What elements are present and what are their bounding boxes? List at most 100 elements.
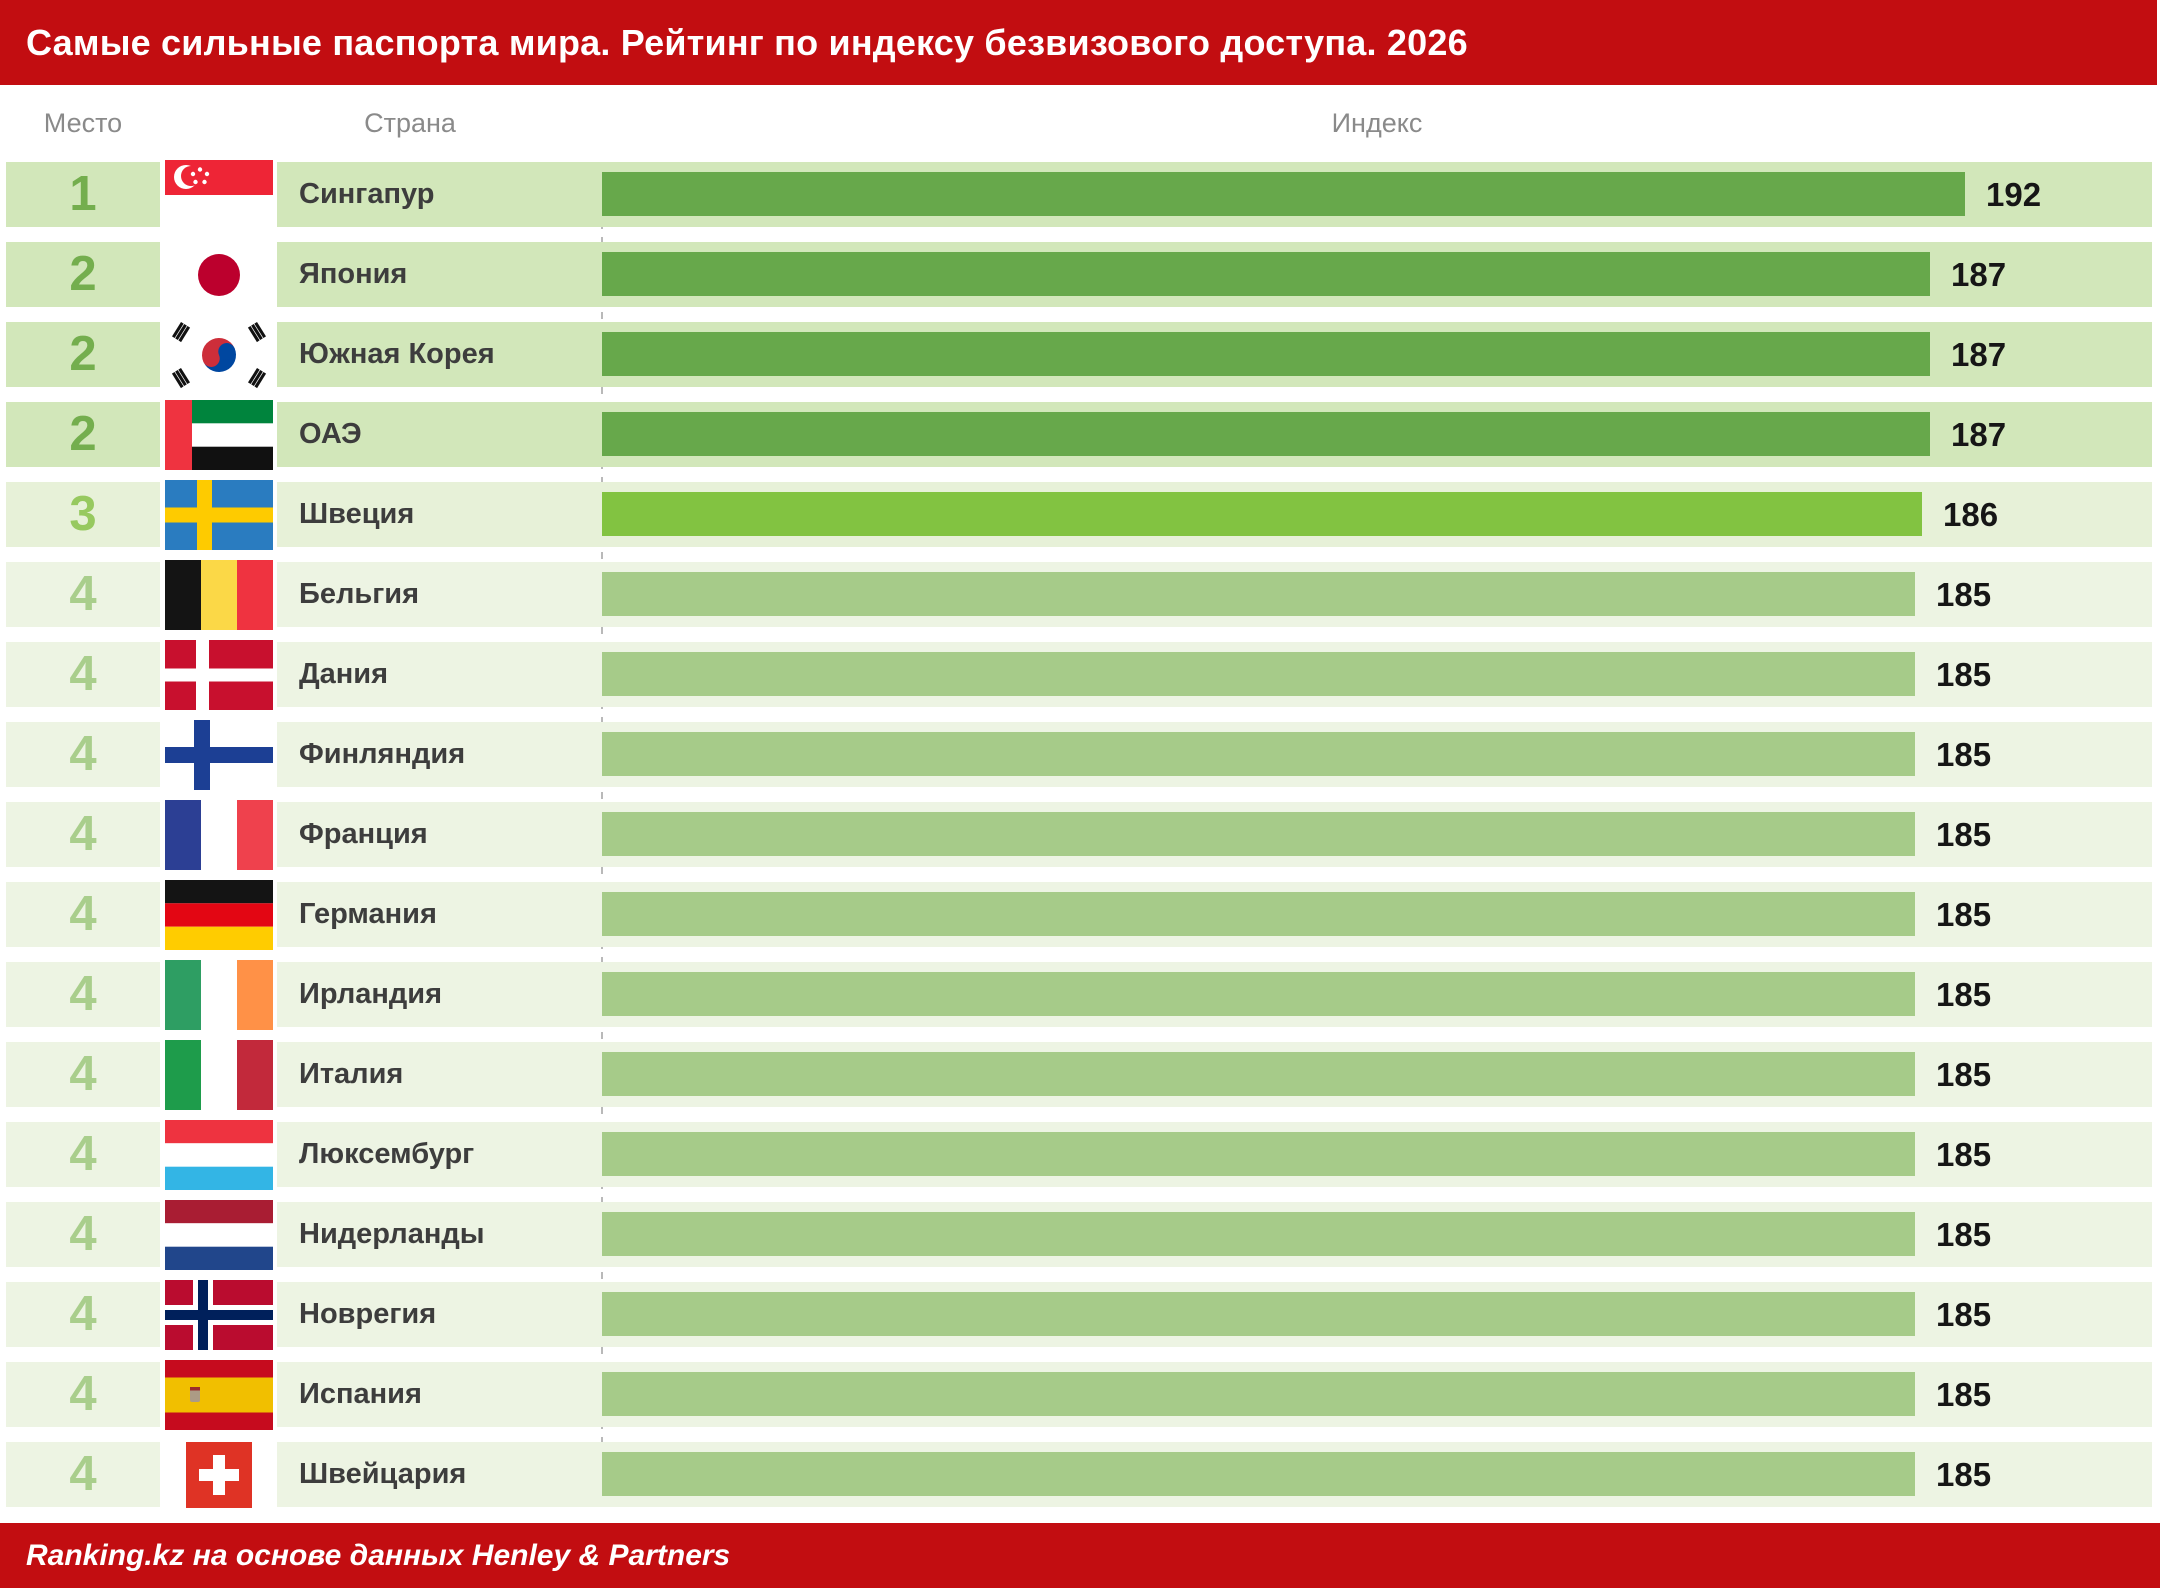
index-bar <box>602 492 1922 536</box>
table-row: 4 Ирландия 185 <box>0 959 2160 1030</box>
page-title: Самые сильные паспорта мира. Рейтинг по … <box>26 21 1468 63</box>
row-band: Сингапур 192 <box>277 162 2152 227</box>
ranking-table: 1 Сингапур 192 2 Япония 187 2 Южная Корея 187 2 ОА… <box>0 159 2160 1522</box>
flag-uae-icon <box>160 399 277 470</box>
rank-value: 4 <box>6 962 160 1027</box>
col-header-country: Страна <box>364 108 456 138</box>
country-name: Швеция <box>299 498 415 530</box>
flag-luxembourg-icon <box>160 1119 277 1190</box>
index-bar-track: 185 <box>602 722 2152 787</box>
row-band: Испания 185 <box>277 1362 2152 1427</box>
flag-japan-icon <box>160 239 277 310</box>
index-value: 185 <box>1936 815 1992 853</box>
country-name: ОАЭ <box>299 418 362 450</box>
index-value: 187 <box>1951 255 2007 293</box>
rank-value: 4 <box>6 1202 160 1267</box>
index-bar <box>602 892 1915 936</box>
index-value: 185 <box>1936 735 1992 773</box>
table-row: 2 Япония 187 <box>0 239 2160 310</box>
country-name: Франция <box>299 818 428 850</box>
flag-germany-icon <box>160 879 277 950</box>
column-headers: Место Страна Индекс <box>0 85 2160 162</box>
country-name: Ирландия <box>299 978 443 1010</box>
index-value: 185 <box>1936 1135 1992 1173</box>
country-name: Нидерланды <box>299 1218 485 1250</box>
row-band: Япония 187 <box>277 242 2152 307</box>
table-row: 4 Люксембург 185 <box>0 1119 2160 1190</box>
flag-south-korea-icon <box>160 319 277 390</box>
index-bar-track: 187 <box>602 242 2152 307</box>
row-band: Германия 185 <box>277 882 2152 947</box>
country-name: Швейцария <box>299 1458 467 1490</box>
table-row: 4 Финляндия 185 <box>0 719 2160 790</box>
rank-value: 4 <box>6 1122 160 1187</box>
rank-value: 4 <box>6 642 160 707</box>
index-value: 185 <box>1936 1295 1992 1333</box>
row-band: ОАЭ 187 <box>277 402 2152 467</box>
row-band: Люксембург 185 <box>277 1122 2152 1187</box>
flag-finland-icon <box>160 719 277 790</box>
table-row: 4 Новрегия 185 <box>0 1279 2160 1350</box>
country-name: Сингапур <box>299 178 435 210</box>
index-value: 192 <box>1986 175 2042 213</box>
index-bar-track: 185 <box>602 1442 2152 1507</box>
rank-value: 4 <box>6 1442 160 1507</box>
source-banner: Ranking.kz на основе данных Henley & Par… <box>0 1523 2160 1588</box>
table-row: 4 Германия 185 <box>0 879 2160 950</box>
index-value: 185 <box>1936 1055 1992 1093</box>
table-row: 2 ОАЭ 187 <box>0 399 2160 470</box>
table-row: 2 Южная Корея 187 <box>0 319 2160 390</box>
flag-norway-icon <box>160 1279 277 1350</box>
index-bar <box>602 732 1915 776</box>
flag-belgium-icon <box>160 559 277 630</box>
index-bar <box>602 412 1930 456</box>
country-name: Бельгия <box>299 578 420 610</box>
flag-singapore-icon <box>160 159 277 230</box>
index-bar-track: 186 <box>602 482 2152 547</box>
country-name: Япония <box>299 258 408 290</box>
row-band: Бельгия 185 <box>277 562 2152 627</box>
index-value: 185 <box>1936 1375 1992 1413</box>
title-banner: Самые сильные паспорта мира. Рейтинг по … <box>0 0 2157 85</box>
index-value: 185 <box>1936 895 1992 933</box>
index-bar <box>602 1052 1915 1096</box>
index-bar-track: 185 <box>602 1122 2152 1187</box>
index-bar <box>602 332 1930 376</box>
index-value: 187 <box>1951 335 2007 373</box>
index-bar-track: 187 <box>602 402 2152 467</box>
rank-value: 4 <box>6 1282 160 1347</box>
row-band: Южная Корея 187 <box>277 322 2152 387</box>
flag-italy-icon <box>160 1039 277 1110</box>
index-bar-track: 185 <box>602 1362 2152 1427</box>
row-band: Ирландия 185 <box>277 962 2152 1027</box>
index-bar <box>602 1372 1915 1416</box>
table-row: 4 Нидерланды 185 <box>0 1199 2160 1270</box>
index-value: 187 <box>1951 415 2007 453</box>
table-row: 1 Сингапур 192 <box>0 159 2160 230</box>
index-bar <box>602 652 1915 696</box>
rank-value: 3 <box>6 482 160 547</box>
index-value: 185 <box>1936 975 1992 1013</box>
index-bar <box>602 812 1915 856</box>
index-bar-track: 185 <box>602 642 2152 707</box>
table-row: 3 Швеция 186 <box>0 479 2160 550</box>
index-bar-track: 185 <box>602 962 2152 1027</box>
index-bar-track: 185 <box>602 882 2152 947</box>
index-bar-track: 185 <box>602 562 2152 627</box>
country-name: Новрегия <box>299 1298 437 1330</box>
row-band: Швейцария 185 <box>277 1442 2152 1507</box>
table-row: 4 Швейцария 185 <box>0 1441 2160 1508</box>
rank-value: 4 <box>6 1042 160 1107</box>
index-value: 185 <box>1936 655 1992 693</box>
flag-spain-icon <box>160 1359 277 1430</box>
country-name: Финляндия <box>299 738 466 770</box>
row-band: Швеция 186 <box>277 482 2152 547</box>
country-name: Испания <box>299 1378 422 1410</box>
index-bar <box>602 252 1930 296</box>
index-value: 185 <box>1936 1455 1992 1493</box>
rank-value: 2 <box>6 402 160 467</box>
index-bar <box>602 972 1915 1016</box>
flag-netherlands-icon <box>160 1199 277 1270</box>
index-value: 186 <box>1943 495 1999 533</box>
rank-value: 4 <box>6 802 160 867</box>
